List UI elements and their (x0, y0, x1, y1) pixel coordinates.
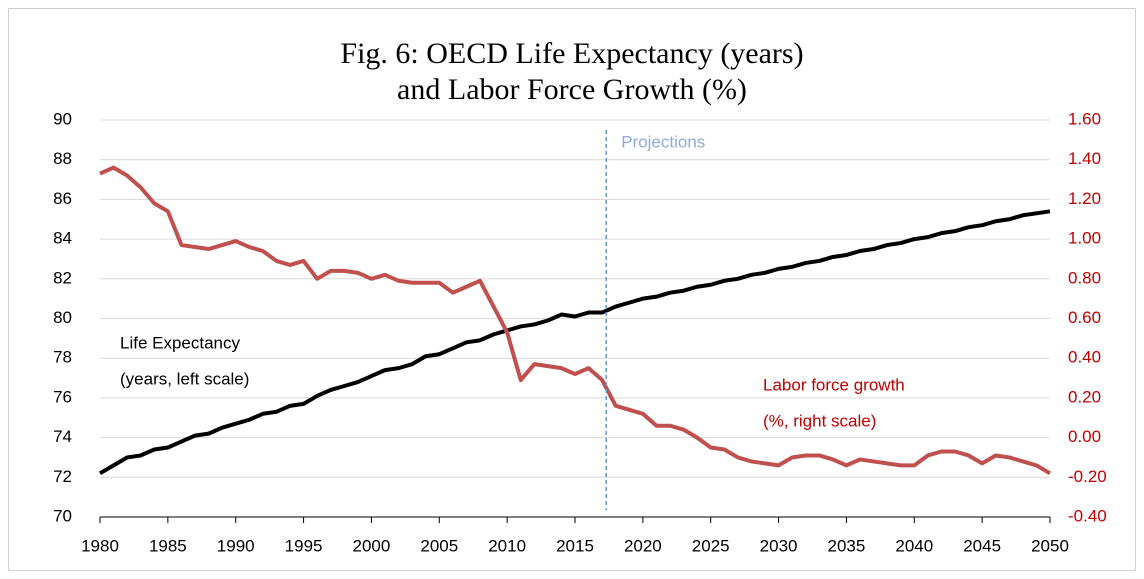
y2-tick-label: 0.20 (1068, 387, 1101, 406)
y2-tick-label: 0.80 (1068, 268, 1101, 287)
y-tick-label: 74 (53, 427, 72, 446)
series-label: (years, left scale) (120, 369, 249, 388)
y-tick-label: 82 (53, 268, 72, 287)
series-line (99, 165, 1052, 476)
y-tick-label: 80 (53, 308, 72, 327)
y-tick-label: 78 (53, 348, 72, 367)
y2-tick-label: 1.00 (1068, 229, 1101, 248)
x-tick-label: 2050 (1031, 536, 1069, 555)
x-tick-label: 2040 (895, 536, 933, 555)
y2-tick-label: 1.40 (1068, 149, 1101, 168)
series-label: (%, right scale) (763, 411, 876, 430)
series-label: Life Expectancy (120, 333, 241, 352)
series-line (98, 209, 1051, 476)
x-tick-label: 2045 (963, 536, 1001, 555)
x-tick-label: 1985 (149, 536, 187, 555)
y-tick-label: 70 (53, 506, 72, 525)
x-tick-label: 1980 (81, 536, 119, 555)
y2-tick-label: 0.00 (1068, 427, 1101, 446)
y-tick-label: 84 (53, 229, 72, 248)
series-label: Labor force growth (763, 375, 905, 394)
y-tick-label: 86 (53, 189, 72, 208)
projection-label: Projections (621, 132, 705, 151)
y-tick-label: 72 (53, 467, 72, 486)
x-tick-label: 2025 (692, 536, 730, 555)
x-tick-label: 2005 (420, 536, 458, 555)
chart-title: and Labor Force Growth (%) (397, 73, 747, 106)
x-tick-label: 2030 (760, 536, 798, 555)
y2-tick-label: -0.40 (1068, 506, 1107, 525)
x-tick-label: 2035 (828, 536, 866, 555)
x-tick-label: 2020 (624, 536, 662, 555)
y2-tick-label: 1.20 (1068, 189, 1101, 208)
y2-tick-label: 0.60 (1068, 308, 1101, 327)
chart-title: Fig. 6: OECD Life Expectancy (years) (340, 37, 803, 70)
y2-tick-label: -0.20 (1068, 467, 1107, 486)
y-tick-label: 88 (53, 149, 72, 168)
y2-tick-label: 1.60 (1068, 109, 1101, 128)
y-tick-label: 76 (53, 387, 72, 406)
x-tick-label: 1990 (217, 536, 255, 555)
x-tick-label: 1995 (285, 536, 323, 555)
y2-tick-label: 0.40 (1068, 348, 1101, 367)
x-tick-label: 2015 (556, 536, 594, 555)
y-tick-label: 90 (53, 109, 72, 128)
x-tick-label: 2010 (488, 536, 526, 555)
x-tick-label: 2000 (353, 536, 391, 555)
